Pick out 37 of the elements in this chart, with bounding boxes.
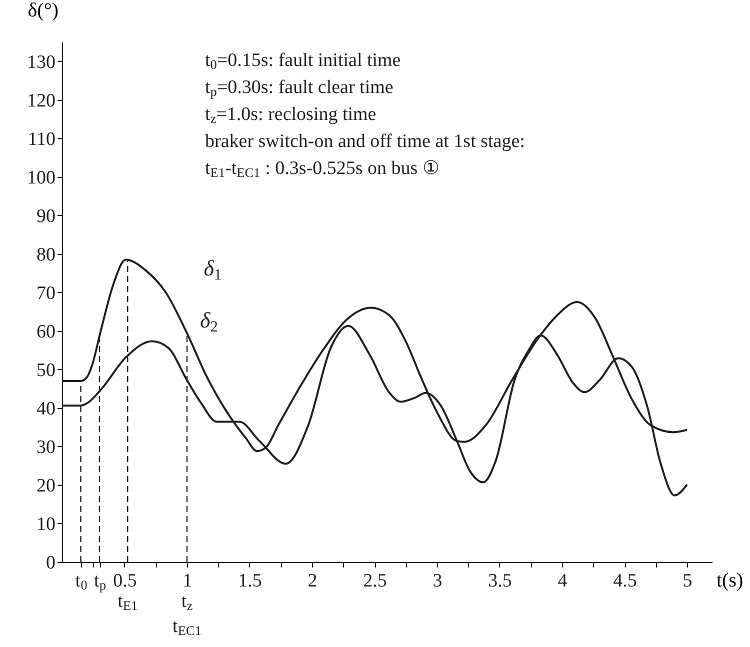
y-tick-label: 30 xyxy=(36,436,56,458)
annotation: braker switch-on and off time at 1st stage: xyxy=(205,131,525,152)
y-tick-label: 50 xyxy=(36,360,56,381)
y-tick-label: 110 xyxy=(28,128,56,150)
x-tick-label: 1 xyxy=(182,570,192,592)
y-tick-label: 130 xyxy=(27,52,56,73)
y-tick-label: 0 xyxy=(46,552,56,574)
x-tick-label: t$_{p}$ xyxy=(94,570,106,593)
y-axis-title: δ(°) xyxy=(28,0,58,22)
ref-line-label: t$_{z}$ t$_{EC1}$ xyxy=(172,591,202,638)
annotation: δ$_{2}$ xyxy=(200,307,218,336)
annotation: δ$_{1}$ xyxy=(204,255,222,284)
x-axis-title: t(s) xyxy=(716,570,744,592)
y-tick-label: 60 xyxy=(36,321,56,342)
x-tick-label: 5 xyxy=(682,570,692,592)
ref-line-label: t$_{E1}$ xyxy=(118,591,138,614)
x-tick-label: 4.5 xyxy=(613,570,637,592)
y-tick-label: 80 xyxy=(36,244,56,266)
y-tick-label: 100 xyxy=(27,167,56,188)
y-tick-label: 90 xyxy=(36,206,56,227)
x-tick-label: 4 xyxy=(558,570,568,592)
y-tick-label: 20 xyxy=(36,475,56,496)
x-tick-label: 2.5 xyxy=(363,570,387,592)
x-tick-label: 2 xyxy=(308,570,318,592)
annotation: t$_{E1}$-t$_{EC1}$ : 0.3s-0.525s on bus ① xyxy=(205,158,440,180)
x-tick-label: 3.5 xyxy=(488,570,512,592)
annotation: t$_{0}$=0.15s: fault initial time xyxy=(205,50,401,72)
x-tick-label: 1.5 xyxy=(238,570,262,592)
y-tick-label: 40 xyxy=(36,398,56,420)
y-tick-label: 120 xyxy=(27,90,56,112)
y-tick-label: 10 xyxy=(36,514,56,535)
y-tick-label: 70 xyxy=(36,282,56,304)
annotation: t$_{p}$=0.30s: fault clear time xyxy=(205,77,394,100)
x-tick-label: 3 xyxy=(432,570,442,592)
x-tick-label: 0.5 xyxy=(113,570,137,592)
annotation: t$_{z}$=1.0s: reclosing time xyxy=(205,104,376,126)
x-tick-label: t$_{0}$ xyxy=(75,570,88,593)
